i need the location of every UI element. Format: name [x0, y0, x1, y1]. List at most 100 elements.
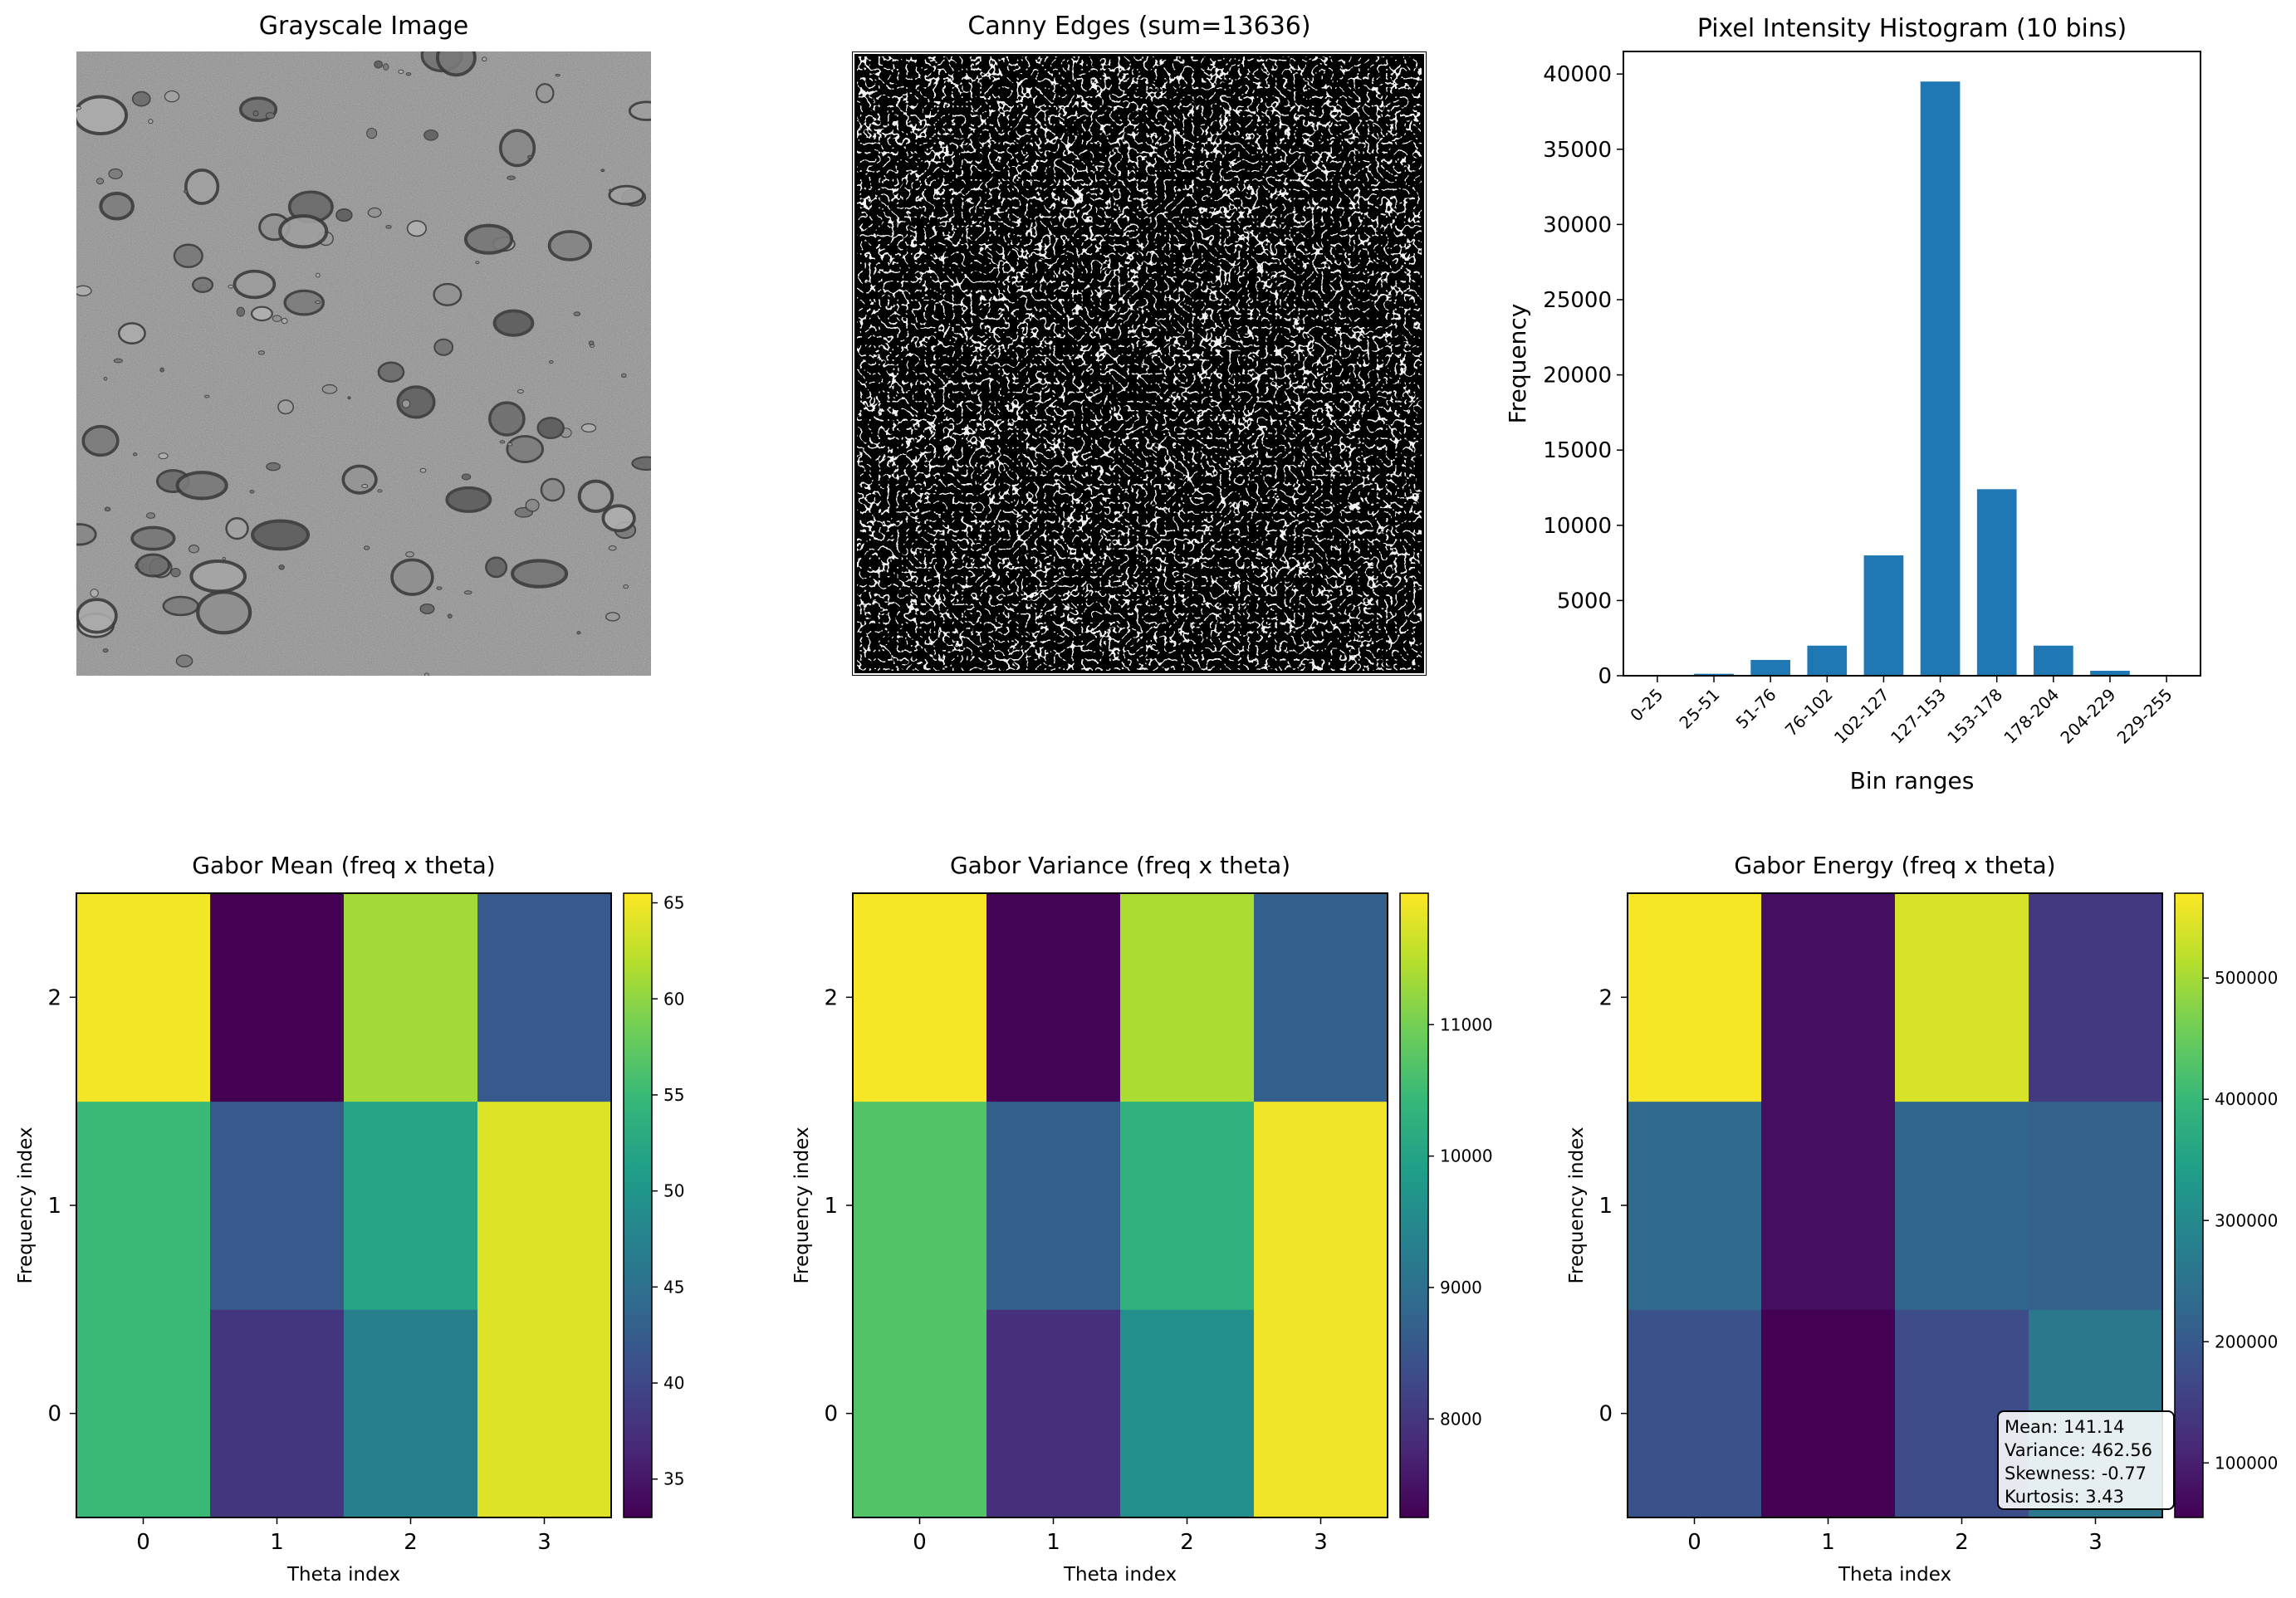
- gabor-mean-x-axis-label: Theta index: [286, 1564, 400, 1586]
- gabor-variance-cell: [853, 1101, 987, 1310]
- gabor-mean-cell: [477, 893, 612, 1102]
- rock: [516, 389, 525, 394]
- y-tick-label: 35000: [1543, 138, 1612, 163]
- gabor-variance-title: Gabor Variance (freq x theta): [950, 852, 1290, 879]
- rock: [396, 385, 436, 419]
- rock: [447, 613, 453, 619]
- rock: [475, 261, 480, 265]
- colorbar-tick-label: 500000: [2215, 968, 2278, 988]
- stats-annotation-line: Variance: 462.56: [2005, 1440, 2152, 1460]
- rock: [423, 129, 439, 141]
- histogram-bar: [2033, 645, 2073, 676]
- grayscale-title: Grayscale Image: [258, 12, 469, 41]
- rock: [608, 545, 617, 551]
- rock: [366, 127, 378, 139]
- rock: [385, 224, 392, 229]
- y-tick-label: 2: [824, 985, 838, 1010]
- canny-title: Canny Edges (sum=13636): [967, 12, 1311, 41]
- rock: [536, 417, 565, 439]
- rock: [233, 269, 277, 300]
- rock: [278, 213, 329, 249]
- gabor-mean-cell: [76, 893, 211, 1102]
- stats-annotation-line: Mean: 141.14: [2005, 1417, 2124, 1437]
- histogram-bar: [1750, 659, 1791, 676]
- rock: [588, 340, 595, 346]
- rock: [183, 189, 188, 193]
- rock: [577, 479, 614, 513]
- rock: [188, 545, 200, 554]
- y-tick-label: 1: [824, 1194, 838, 1219]
- gabor-variance-cell: [1120, 1101, 1255, 1310]
- rock: [281, 317, 288, 325]
- rock: [377, 489, 383, 493]
- gabor-mean-y-axis-label: Frequency index: [15, 1126, 37, 1283]
- gabor-variance-y-axis-label: Frequency index: [791, 1126, 813, 1283]
- colorbar-tick-label: 200000: [2215, 1332, 2278, 1351]
- y-tick-label: 20000: [1543, 364, 1612, 389]
- x-tick-label: 178-204: [2000, 685, 2063, 748]
- x-tick-label: 102-127: [1830, 685, 1893, 748]
- rock: [423, 672, 429, 676]
- histogram-bar: [1863, 555, 1904, 676]
- rock: [158, 452, 169, 460]
- gabor-energy-cell: [1628, 1309, 1762, 1518]
- rock: [540, 477, 565, 502]
- x-tick-label: 25-51: [1675, 685, 1723, 733]
- x-tick-label: 1: [1046, 1530, 1060, 1555]
- rock: [492, 309, 535, 337]
- rock: [175, 471, 228, 501]
- gabor-mean-cell: [344, 1101, 478, 1310]
- rock: [277, 399, 294, 415]
- rock: [436, 586, 443, 590]
- rock: [265, 112, 276, 120]
- gabor-mean-cell: [210, 893, 345, 1102]
- rock: [251, 519, 311, 551]
- rock: [225, 517, 249, 540]
- rock: [103, 376, 108, 381]
- x-tick-label: 0: [1687, 1530, 1701, 1555]
- rock: [81, 424, 120, 457]
- rock: [170, 567, 181, 578]
- rock-shapes: [76, 51, 651, 676]
- rock: [631, 456, 651, 471]
- rock: [132, 452, 138, 457]
- rock: [506, 435, 544, 463]
- gabor-variance-cell: [1120, 1309, 1255, 1518]
- gabor-variance-cell: [853, 1309, 987, 1518]
- rock: [184, 169, 220, 205]
- rock: [347, 396, 351, 400]
- histogram-bar: [2090, 671, 2130, 676]
- gabor-energy-cell: [2029, 893, 2163, 1102]
- gabor-variance-cell: [1254, 1101, 1388, 1310]
- histogram-bar: [1976, 489, 2017, 676]
- x-tick-label: 153-178: [1943, 685, 2006, 748]
- rock: [580, 423, 597, 432]
- rock: [236, 306, 246, 317]
- gabor-energy-cell: [1895, 893, 2029, 1102]
- y-tick-label: 25000: [1543, 288, 1612, 313]
- colorbar-tick-label: 100000: [2215, 1453, 2278, 1473]
- gabor-variance-x-axis-label: Theta index: [1063, 1564, 1177, 1586]
- rock: [547, 230, 593, 261]
- rock: [272, 315, 282, 322]
- colorbar-tick-label: 65: [663, 893, 684, 913]
- x-tick-label: 0: [913, 1530, 927, 1555]
- colorbar-tick-label: 50: [663, 1181, 684, 1201]
- rock: [433, 282, 463, 306]
- x-tick-label: 1: [1821, 1530, 1835, 1555]
- rock: [511, 559, 569, 589]
- colorbar-tick-label: 55: [663, 1085, 684, 1105]
- rock: [108, 168, 123, 179]
- rock: [419, 467, 427, 473]
- rock: [148, 119, 154, 125]
- rock: [283, 289, 325, 316]
- rock: [377, 361, 405, 383]
- x-tick-label: 2: [404, 1530, 418, 1555]
- gabor-energy-cell: [2029, 1101, 2163, 1310]
- colorbar-tick-label: 10000: [1440, 1146, 1493, 1166]
- x-tick-label: 1: [270, 1530, 284, 1555]
- canny-edges-image: [852, 51, 1427, 676]
- rock: [628, 100, 651, 121]
- x-tick-label: 2: [1955, 1530, 1969, 1555]
- rock: [196, 590, 252, 635]
